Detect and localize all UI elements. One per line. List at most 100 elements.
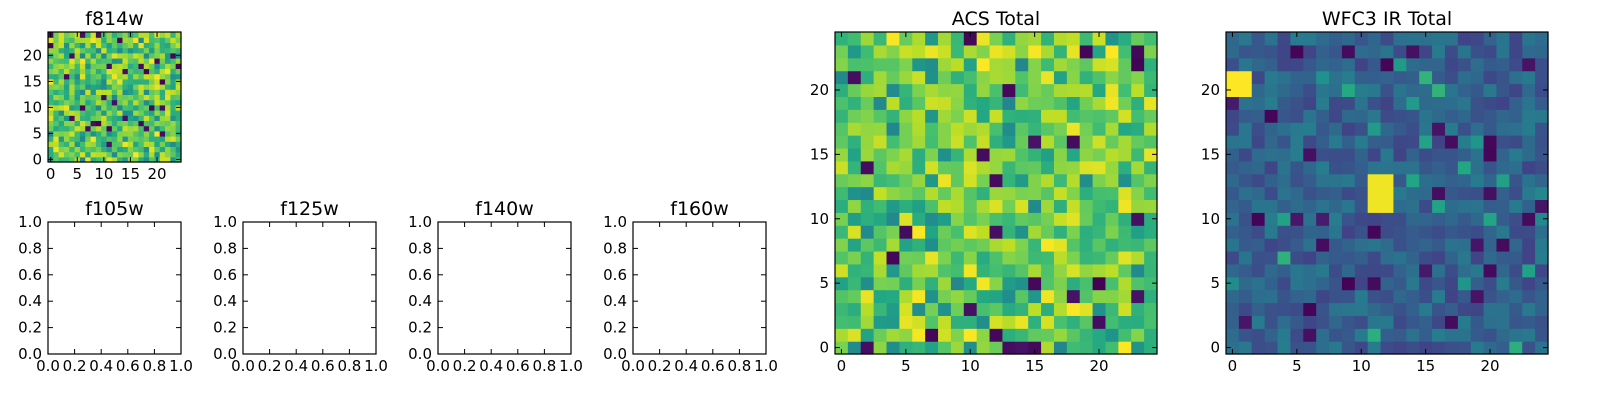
heatmap-cell [1226, 135, 1240, 149]
heatmap-cell [106, 32, 113, 38]
heatmap-cell [1079, 32, 1094, 46]
heatmap-cell [1432, 238, 1446, 252]
heatmap-cell [1290, 263, 1304, 278]
heatmap-cell [159, 156, 166, 163]
heatmap-cell [122, 115, 129, 121]
heatmap-cell [117, 63, 124, 69]
heatmap-cell [95, 110, 102, 116]
heatmap-cell [976, 83, 991, 97]
heatmap-cell [1432, 315, 1446, 329]
heatmap-cell [149, 58, 155, 64]
heatmap-cell [106, 146, 113, 153]
heatmap-cell [1354, 263, 1369, 278]
heatmap-cell [111, 89, 118, 95]
heatmap-cell [85, 120, 92, 127]
heatmap-cell [1483, 302, 1498, 316]
heatmap-cell [1041, 302, 1055, 316]
heatmap-cell [1380, 238, 1395, 252]
heatmap-cell [127, 120, 134, 127]
heatmap-cell [101, 125, 108, 132]
heatmap-cell [847, 83, 862, 97]
heatmap-cell [63, 104, 70, 111]
heatmap-cell [1444, 109, 1459, 123]
heatmap-cell [1457, 289, 1472, 304]
heatmap-cell [963, 147, 978, 162]
heatmap-cell [886, 96, 900, 110]
heatmap-cell [53, 32, 60, 38]
heatmap-cell [149, 52, 155, 59]
heatmap-cell [106, 156, 113, 163]
heatmap-cell [938, 302, 952, 316]
heatmap-cell [1066, 70, 1081, 85]
heatmap-cell [127, 68, 134, 75]
heatmap-cell [95, 84, 102, 90]
heatmap-cell [1444, 328, 1459, 342]
heatmap-cell [1066, 328, 1081, 342]
heatmap-cell [1535, 315, 1549, 329]
heatmap-cell [1041, 225, 1055, 239]
heatmap-cell [1457, 160, 1472, 175]
heatmap-cell [925, 263, 939, 278]
heatmap-cell [873, 147, 888, 162]
x-tick-label: 0 [46, 165, 56, 183]
heatmap-cell [1509, 328, 1523, 342]
heatmap-cell [1457, 44, 1472, 59]
heatmap-cell [1290, 83, 1304, 97]
heatmap-cell [79, 94, 86, 101]
heatmap-cell [963, 44, 978, 59]
heatmap-cell [170, 37, 177, 43]
heatmap-cell [1144, 160, 1158, 175]
heatmap-cell [1131, 289, 1145, 304]
heatmap-cell [912, 212, 926, 226]
heatmap-cell [1432, 32, 1446, 46]
heatmap-cell [170, 110, 177, 116]
heatmap-cell [1015, 341, 1029, 355]
heatmap-cell [85, 47, 92, 54]
heatmap-cell [925, 44, 939, 59]
heatmap-cell [101, 130, 108, 137]
heatmap-cell [101, 37, 108, 43]
heatmap-cell [79, 52, 86, 59]
heatmap-cell [90, 146, 97, 153]
heatmap-cell [48, 84, 54, 90]
heatmap-cell [886, 109, 900, 123]
heatmap-cell [133, 115, 140, 121]
heatmap-cell [90, 42, 97, 49]
heatmap-cell [1354, 70, 1369, 85]
heatmap-cell [1380, 173, 1395, 188]
heatmap-cell [938, 109, 952, 123]
heatmap-cell [1419, 302, 1433, 316]
heatmap-cell [53, 99, 60, 106]
heatmap-cell [48, 151, 54, 158]
heatmap-cell [1028, 315, 1042, 329]
heatmap-cell [1432, 122, 1446, 136]
heatmap-cell [85, 146, 92, 153]
heatmap-cell [912, 122, 926, 136]
x-tick-label: 20 [148, 165, 167, 183]
heatmap-cell [149, 110, 155, 116]
heatmap-cell [48, 68, 54, 75]
heatmap-cell [1251, 122, 1266, 136]
heatmap-cell [1535, 160, 1549, 175]
heatmap-cell [58, 130, 65, 137]
heatmap-cell [1092, 186, 1107, 201]
heatmap-cell [1131, 212, 1145, 226]
heatmap-cell [63, 125, 70, 132]
heatmap-cell [1264, 289, 1279, 304]
heatmap-cell [1393, 289, 1407, 304]
heatmap-cell [950, 328, 965, 342]
heatmap-cell [1419, 238, 1433, 252]
heatmap-cell [1264, 96, 1279, 110]
heatmap-cell [74, 141, 81, 147]
heatmap-cell [1238, 276, 1253, 291]
heatmap-cell [925, 70, 939, 85]
heatmap-cell [95, 37, 102, 43]
heatmap-cell [1535, 44, 1549, 59]
heatmap-cell [1092, 32, 1107, 46]
heatmap-cell [1118, 135, 1132, 149]
heatmap-cell [154, 125, 161, 132]
heatmap-cell [1367, 173, 1382, 188]
heatmap-cell [899, 57, 913, 72]
heatmap-cell [1002, 160, 1016, 175]
heatmap-cell [165, 47, 171, 54]
